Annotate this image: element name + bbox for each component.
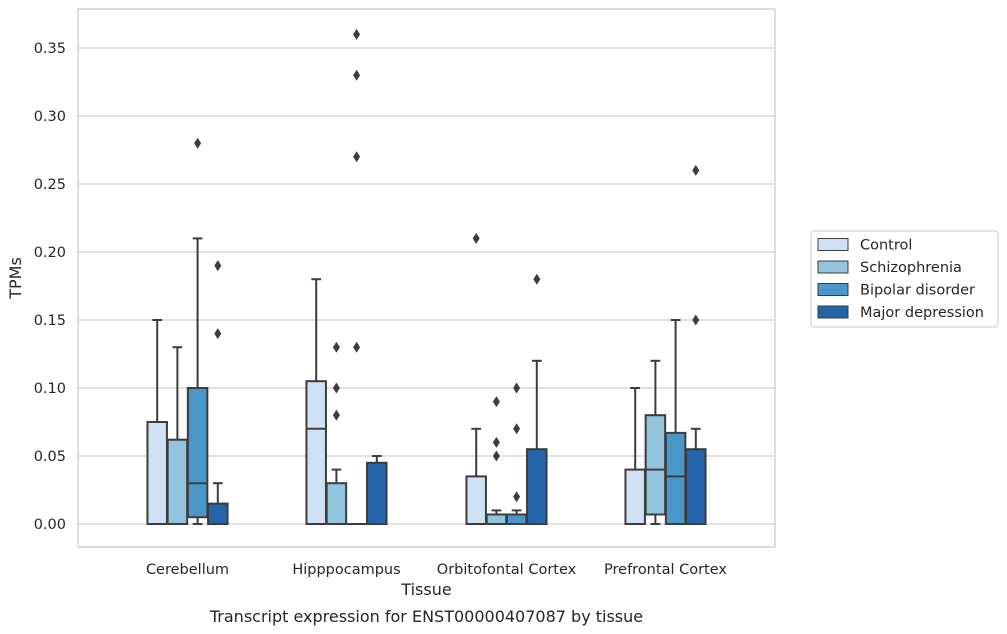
outlier-point bbox=[332, 409, 340, 421]
outlier-point bbox=[692, 314, 700, 326]
box-schizophrenia bbox=[644, 359, 667, 525]
box-major-depression bbox=[526, 273, 548, 526]
outlier-point bbox=[214, 328, 222, 340]
box-body bbox=[485, 513, 508, 525]
box-body bbox=[166, 438, 189, 525]
outlier-point bbox=[194, 137, 202, 149]
outlier-point bbox=[353, 341, 361, 353]
legend-swatch bbox=[817, 283, 849, 296]
y-tick-label: 0.05 bbox=[34, 449, 66, 465]
outlier-point bbox=[353, 151, 361, 163]
legend-swatch bbox=[817, 260, 849, 274]
outlier-point bbox=[492, 436, 500, 448]
outlier-point bbox=[492, 396, 500, 408]
box-body bbox=[526, 448, 548, 526]
outlier-point bbox=[513, 423, 521, 435]
y-tick-label: 0.15 bbox=[34, 313, 66, 329]
legend-label: Bipolar disorder bbox=[860, 283, 975, 299]
outlier-point bbox=[332, 382, 340, 394]
legend-label: Major depression bbox=[860, 305, 984, 321]
y-tick-label: 0.25 bbox=[34, 177, 66, 193]
box-bipolar-disorder bbox=[346, 28, 367, 525]
box-schizophrenia bbox=[325, 341, 348, 526]
x-tick-label: Hipppocampus bbox=[292, 562, 400, 578]
outlier-point bbox=[353, 28, 361, 40]
x-axis-label: Tissue bbox=[400, 580, 451, 599]
box-body bbox=[305, 380, 327, 526]
y-tick-label: 0.20 bbox=[34, 245, 66, 261]
x-axis: Cerebellum Hipppocampus Orbitofontal Corte… bbox=[146, 562, 727, 578]
box-body bbox=[664, 431, 687, 526]
x-tick-label: Orbitofontal Cortex bbox=[437, 562, 577, 578]
outlier-point bbox=[492, 450, 500, 462]
y-axis: 0.00 0.05 0.10 0.15 0.20 0.25 0.30 0.35 bbox=[34, 41, 66, 533]
box-body bbox=[325, 482, 348, 526]
outlier-point bbox=[472, 232, 480, 244]
box-control bbox=[305, 278, 327, 526]
box-body bbox=[366, 461, 388, 525]
box-body bbox=[207, 502, 229, 526]
plot-frame bbox=[77, 8, 776, 548]
legend-frame bbox=[810, 230, 999, 328]
y-tick-label: 0.30 bbox=[34, 109, 66, 125]
y-tick-label: 0.35 bbox=[34, 41, 66, 57]
box-bipolar-disorder bbox=[664, 319, 687, 526]
y-tick-label: 0.00 bbox=[34, 517, 66, 533]
outlier-point bbox=[513, 491, 521, 503]
outlier-point bbox=[533, 273, 541, 285]
box-body bbox=[465, 475, 487, 525]
box-body bbox=[146, 421, 168, 525]
outlier-point bbox=[513, 382, 521, 394]
chart-caption: Transcript expression for ENST0000040708… bbox=[209, 607, 643, 626]
box-major-depression bbox=[366, 455, 388, 525]
box-bipolar-disorder bbox=[186, 137, 209, 525]
box-major-depression bbox=[685, 164, 707, 526]
box-major-depression bbox=[207, 260, 229, 526]
legend-label: Control bbox=[860, 238, 912, 254]
x-tick-label: Cerebellum bbox=[146, 562, 229, 578]
legend-label: Schizophrenia bbox=[860, 260, 962, 276]
legend-swatch bbox=[817, 238, 849, 251]
box-control bbox=[624, 387, 646, 526]
box-control bbox=[465, 232, 487, 525]
boxes-layer bbox=[146, 28, 707, 526]
box-body bbox=[685, 448, 707, 526]
x-tick-label: Prefrontal Cortex bbox=[604, 562, 727, 578]
box-body bbox=[186, 387, 209, 519]
box-body bbox=[624, 468, 646, 526]
outlier-point bbox=[214, 260, 222, 272]
box-control bbox=[146, 319, 168, 525]
box-body bbox=[644, 414, 667, 516]
box-schizophrenia bbox=[166, 346, 189, 525]
y-axis-label: TPMs bbox=[6, 257, 25, 300]
box-bipolar-disorder bbox=[505, 382, 528, 525]
legend: Control Schizophrenia Bipolar disorder Majo… bbox=[810, 230, 999, 328]
box-schizophrenia bbox=[485, 396, 508, 525]
outlier-point bbox=[332, 341, 340, 353]
outlier-point bbox=[692, 164, 700, 176]
box-body bbox=[505, 513, 528, 525]
legend-swatch bbox=[817, 305, 849, 319]
outlier-point bbox=[353, 69, 361, 81]
y-tick-label: 0.10 bbox=[34, 381, 66, 397]
